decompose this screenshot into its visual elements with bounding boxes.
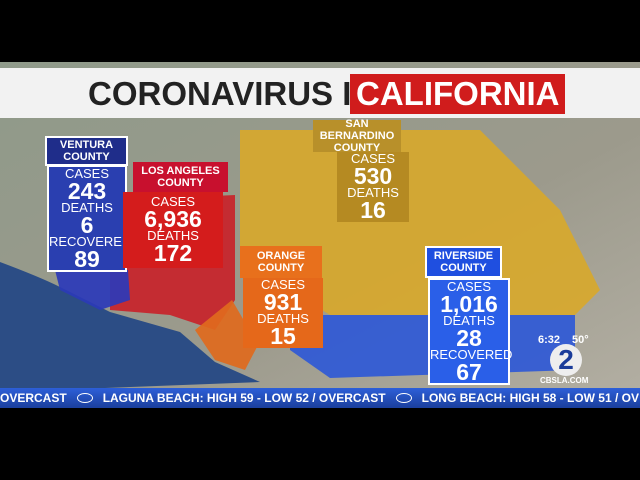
stat-label: CASES	[64, 165, 110, 181]
stat-value: 6	[80, 211, 94, 238]
ventura-area	[55, 270, 130, 310]
temperature: 50°	[572, 334, 589, 346]
county-name: ORANGE COUNTY	[240, 246, 322, 278]
stat-value: 15	[270, 323, 296, 349]
stat-value: 243	[67, 177, 107, 204]
ticker: OVERCAST LAGUNA BEACH: HIGH 59 - LOW 52 /…	[0, 388, 640, 408]
stat-label: CASES	[150, 194, 196, 209]
san-bernardino-area	[240, 130, 600, 315]
county-stats: CASES 243 DEATHS 6 RECOVERED 89	[47, 165, 132, 272]
title: CORONAVIRUS IN	[88, 75, 376, 112]
stat-label: DEATHS	[61, 199, 113, 215]
stat-label: CASES	[350, 151, 396, 166]
stat-value: 16	[360, 197, 386, 223]
ticker-item: OVERCAST	[0, 391, 67, 405]
stat-label: DEATHS	[147, 228, 199, 243]
ocean	[0, 262, 260, 392]
ticker-item: LAGUNA BEACH: HIGH 59 - LOW 52 / OVERCAS…	[102, 391, 386, 405]
stat-label: CASES	[446, 278, 492, 294]
stat-value: 931	[263, 289, 303, 315]
stat-label: DEATHS	[257, 311, 309, 326]
station-logo: 2	[550, 344, 582, 376]
cbs-eye	[76, 393, 93, 403]
county-name: LOS ANGELES COUNTY	[133, 162, 228, 192]
county-stats: CASES 1,016 DEATHS 28 RECOVERED 67	[428, 278, 513, 385]
county-stats: CASES 530 DEATHS 16	[337, 152, 409, 222]
county-name: VENTURA COUNTY	[45, 136, 128, 166]
county-stats: CASES 931 DEATHS 15	[243, 278, 323, 348]
stat-label: DEATHS	[347, 185, 399, 200]
stat-label: DEATHS	[443, 312, 495, 328]
county-name: RIVERSIDE COUNTY	[425, 246, 502, 278]
stat-value: 172	[153, 240, 193, 266]
orange-area	[195, 300, 258, 370]
stat-value: 1,016	[440, 290, 498, 317]
stat-value: 67	[456, 358, 482, 385]
station-site: CBSLA.COM	[540, 376, 589, 385]
stat-value: 530	[353, 163, 393, 189]
stat-label: RECOVERED	[430, 346, 513, 362]
stat-value: 28	[456, 324, 482, 351]
title-highlight: CALIFORNIA	[350, 74, 566, 114]
county-stats: CASES 6,936 DEATHS 172	[123, 192, 223, 268]
time: 6:32	[538, 334, 561, 346]
stat-label: RECOVERED	[49, 233, 132, 249]
county-name: SAN BERNARDINO COUNTY	[313, 118, 401, 154]
ticker-item: LONG BEACH: HIGH 58 - LOW 51 / OV	[421, 391, 639, 405]
stat-value: 6,936	[144, 206, 202, 232]
cbs-eye	[395, 393, 412, 403]
stat-value: 89	[74, 245, 100, 272]
stat-label: CASES	[260, 277, 306, 292]
